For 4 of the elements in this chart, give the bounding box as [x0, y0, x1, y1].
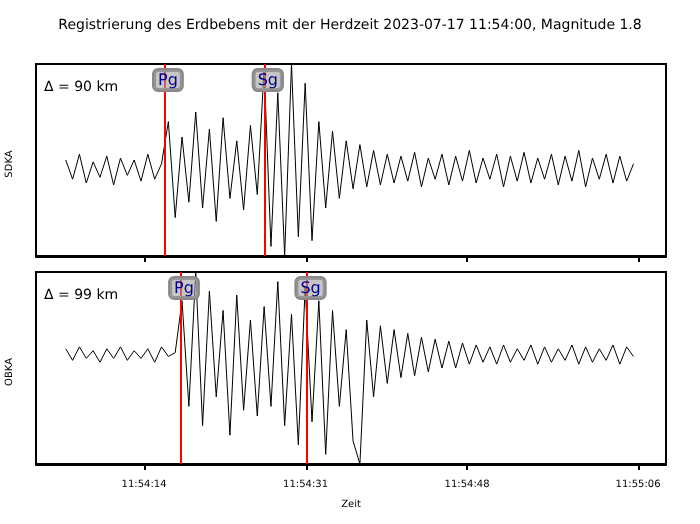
ref-line-label: Sg	[257, 71, 278, 89]
ref-line-label: Pg	[174, 279, 194, 297]
ref-line-label: Pg	[158, 71, 178, 89]
ref-line-label: Sg	[300, 279, 321, 297]
